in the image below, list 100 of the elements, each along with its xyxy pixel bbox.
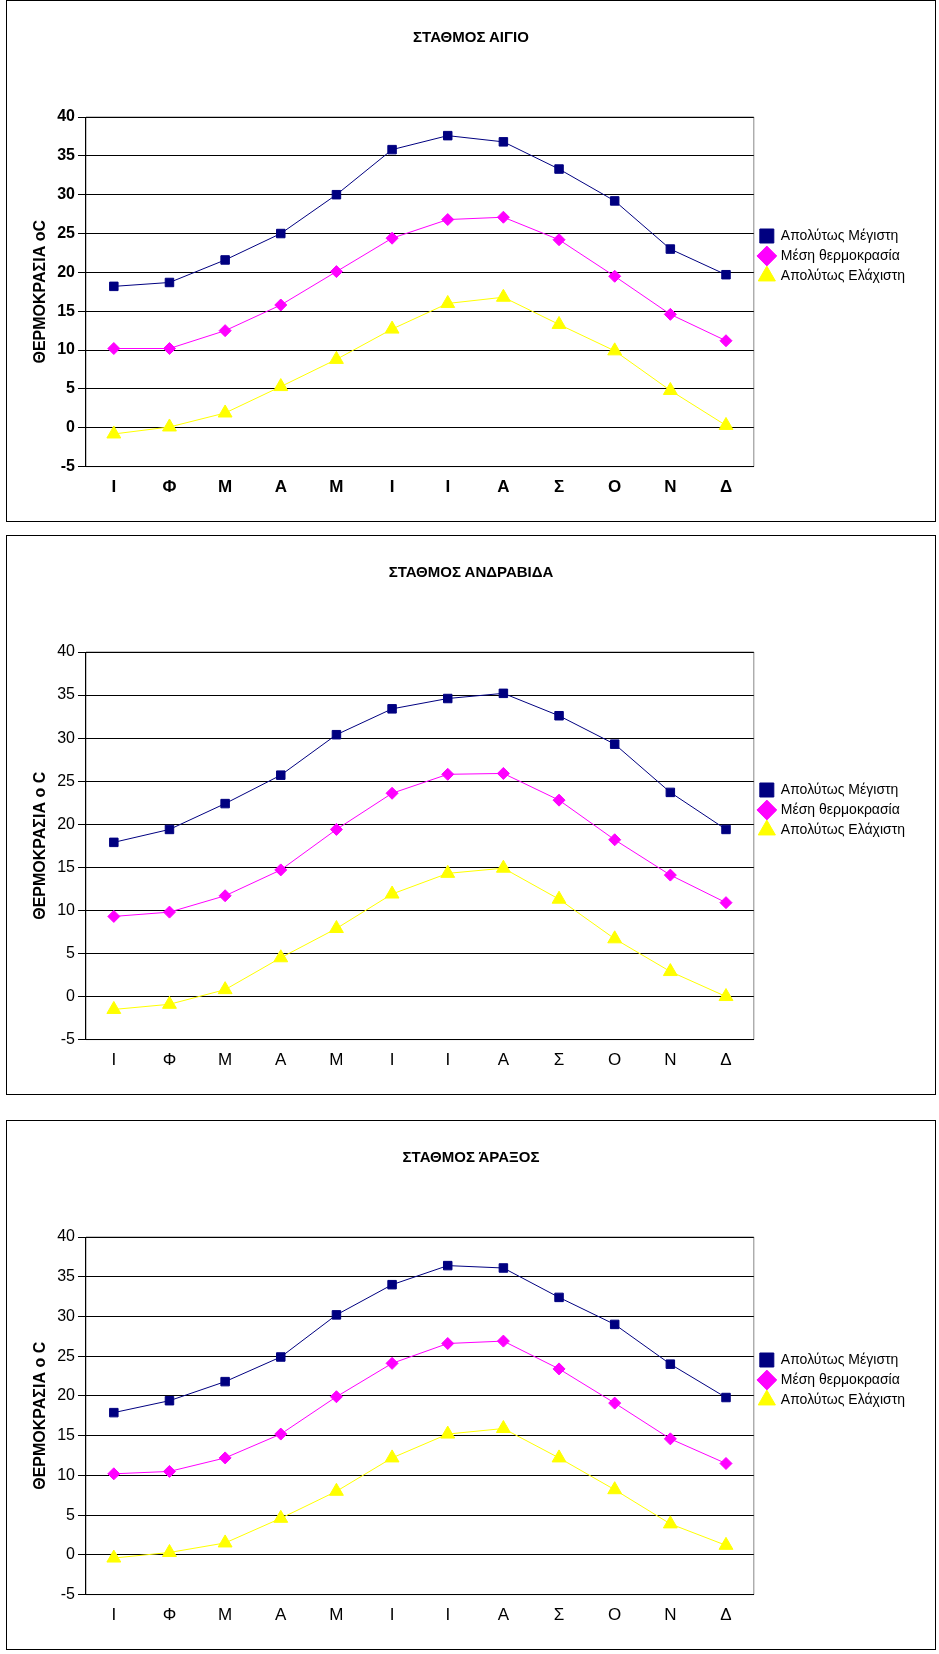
y-tick-label: 25 (57, 1346, 76, 1364)
point (385, 1356, 399, 1370)
point (217, 981, 233, 995)
y-tick-label: -5 (60, 1030, 76, 1048)
point (276, 770, 286, 780)
point (162, 905, 176, 919)
point (552, 793, 566, 807)
y-tick-label: 20 (57, 262, 76, 280)
y-tick-label: 25 (57, 771, 76, 789)
y-tick-label: 40 (57, 1227, 76, 1245)
point (162, 1543, 177, 1557)
x-tick-label: Ι (445, 477, 451, 497)
point (107, 909, 121, 923)
point (441, 213, 455, 227)
point (274, 298, 288, 312)
point (441, 767, 455, 781)
point (721, 824, 731, 835)
point (387, 1279, 397, 1290)
point (109, 281, 119, 292)
point (665, 1359, 676, 1369)
point (331, 189, 342, 200)
y-tick-label: 35 (57, 1267, 76, 1285)
point (274, 863, 288, 877)
point (552, 1362, 566, 1376)
point (162, 995, 177, 1009)
x-tick-label: Α (497, 477, 510, 497)
point (719, 896, 733, 910)
point (273, 949, 289, 963)
point (719, 1456, 733, 1470)
point (384, 885, 400, 899)
point (663, 307, 677, 321)
x-tick-label: Ν (664, 477, 677, 497)
point (387, 144, 397, 155)
legend-label: Απολύτως Μέγιστη (780, 226, 899, 243)
x-tick-label: Ι (389, 477, 395, 497)
x-tick-label: Φ (162, 1050, 177, 1070)
point (276, 228, 286, 239)
x-tick-label: Ι (389, 1050, 395, 1070)
point (498, 688, 509, 699)
point (554, 1292, 564, 1303)
y-tick-label: 5 (66, 943, 76, 961)
point (273, 378, 289, 392)
y-tick-label: 0 (66, 986, 76, 1004)
legend-label: Απολύτως Ελάχιστη (780, 1390, 906, 1407)
x-tick-label: Μ (329, 1605, 344, 1625)
point (663, 868, 677, 882)
legend-label: Απολύτως Ελάχιστη (780, 266, 906, 283)
legend-label: Απολύτως Ελάχιστη (780, 820, 906, 837)
point (164, 277, 175, 288)
point (218, 1451, 232, 1465)
point (718, 416, 734, 430)
y-tick-label: 0 (66, 418, 76, 436)
point (217, 404, 233, 418)
point (662, 1515, 678, 1529)
point (443, 130, 453, 141)
x-tick-label: Φ (162, 1605, 177, 1625)
x-tick-label: Μ (329, 477, 344, 497)
x-tick-label: Α (275, 1050, 288, 1070)
legend-label: Απολύτως Μέγιστη (780, 780, 899, 797)
point (498, 137, 509, 147)
x-tick-label: Α (497, 1050, 510, 1070)
point (609, 1319, 620, 1330)
x-tick-label: Ο (608, 477, 622, 497)
y-tick-label: 30 (57, 728, 76, 746)
point (498, 1263, 509, 1273)
y-tick-label: 25 (57, 223, 76, 241)
point (496, 766, 510, 780)
y-tick-label: 5 (66, 1505, 76, 1523)
point (107, 342, 121, 356)
point (608, 269, 622, 283)
y-tick-label: 20 (57, 814, 76, 832)
point (273, 1509, 289, 1523)
point (164, 824, 175, 835)
y-tick-label: 15 (57, 1426, 76, 1444)
point (218, 324, 232, 338)
y-tick-label: 5 (66, 379, 76, 397)
y-tick-label: 10 (57, 900, 76, 918)
point (551, 890, 567, 904)
x-tick-label: Δ (720, 1605, 732, 1625)
point (721, 1392, 731, 1403)
chart-title: ΣΤΑΘΜΟΣ ΆΡΑΞΟΣ (402, 1148, 540, 1166)
point (276, 1352, 286, 1362)
y-tick-label: 35 (57, 146, 76, 164)
x-tick-label: Φ (162, 477, 177, 497)
point (106, 1549, 122, 1563)
chart-title: ΣΤΑΘΜΟΣ ΑΙΓΙΟ (413, 28, 530, 46)
point (496, 210, 510, 224)
point (384, 1449, 400, 1463)
x-tick-label: Ι (111, 477, 117, 497)
point (440, 1425, 456, 1439)
legend-label: Μέση θερμοκρασία (780, 1370, 900, 1387)
point (387, 704, 397, 714)
point (552, 233, 566, 247)
point (554, 164, 564, 174)
point (665, 244, 676, 254)
point (609, 196, 620, 206)
point (608, 1396, 622, 1410)
point (329, 822, 343, 836)
point (662, 381, 678, 395)
y-tick-label: 40 (57, 642, 76, 660)
